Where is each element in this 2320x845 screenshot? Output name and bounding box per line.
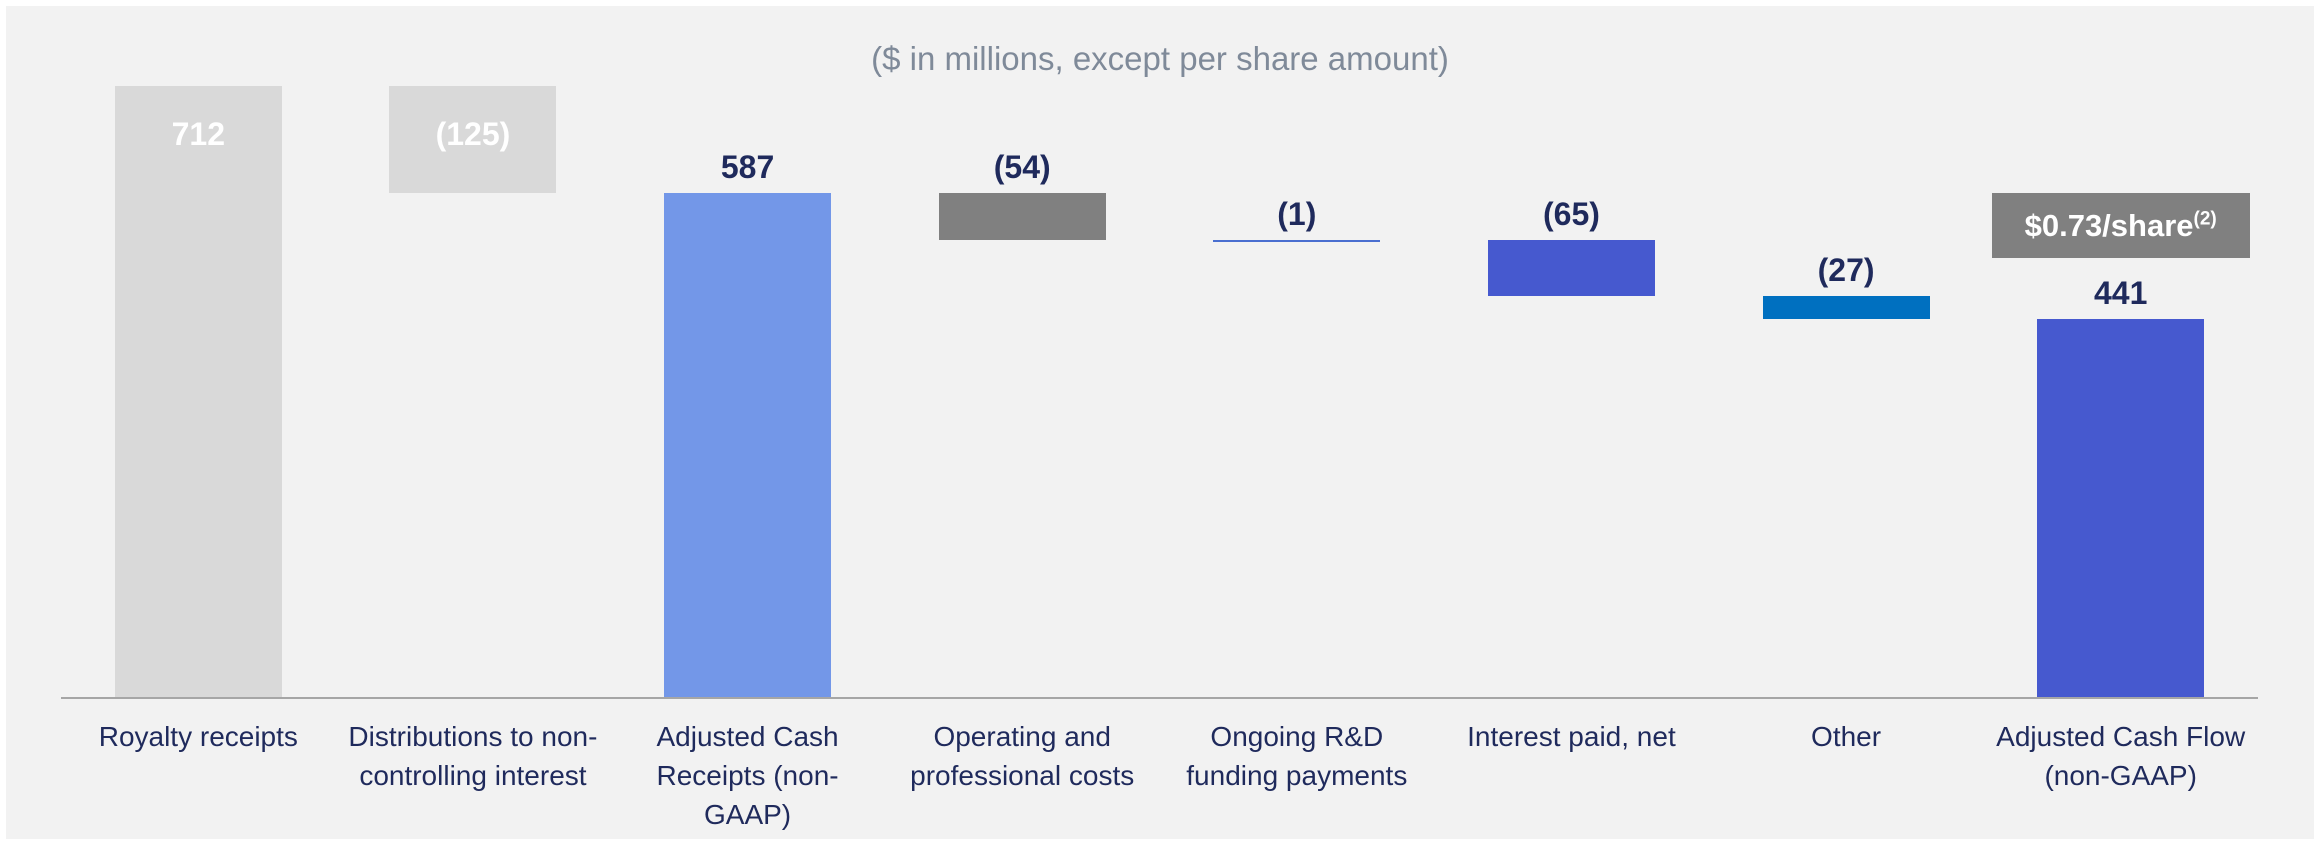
bar [1213, 239, 1381, 242]
chart-subtitle: ($ in millions, except per share amount) [871, 40, 1449, 77]
bar [114, 86, 282, 697]
annotation-text: $0.73/share [2024, 207, 2194, 243]
value-label: (65) [1542, 196, 1600, 233]
bar [938, 193, 1106, 240]
x-tick-label: Royalty receipts [98, 721, 298, 752]
bar [389, 86, 557, 194]
x-tick-label: Interest paid, net [1467, 721, 1676, 752]
value-label: 712 [171, 116, 225, 152]
value-label: (1) [1277, 195, 1317, 232]
value-label: 441 [2093, 274, 2148, 311]
annotation-superscript: (2) [2193, 208, 2217, 230]
x-tick-label: Ongoing R&D funding payments [1186, 721, 1408, 791]
x-axis [61, 697, 2258, 699]
value-label: (54) [993, 149, 1051, 186]
x-tick-label: Distributions to non-controlling interes… [348, 721, 598, 791]
bar [664, 193, 832, 697]
x-tick-label: Other [1811, 721, 1882, 752]
chart: ($ in millions, except per share amount)… [6, 6, 2314, 839]
bar [1487, 240, 1655, 297]
x-tick-label: Adjusted Cash Receipts (non-GAAP) [656, 721, 839, 830]
value-label: (27) [1817, 252, 1875, 289]
bar [2037, 318, 2205, 697]
x-tick-label: Adjusted Cash Flow (non-GAAP) [1996, 721, 2246, 791]
value-label: 587 [720, 149, 775, 186]
value-label: (125) [435, 116, 511, 152]
x-tick-label: Operating and professional costs [910, 721, 1135, 791]
annotation: $0.73/share(2) [1991, 192, 2250, 258]
bar [1762, 296, 1930, 320]
